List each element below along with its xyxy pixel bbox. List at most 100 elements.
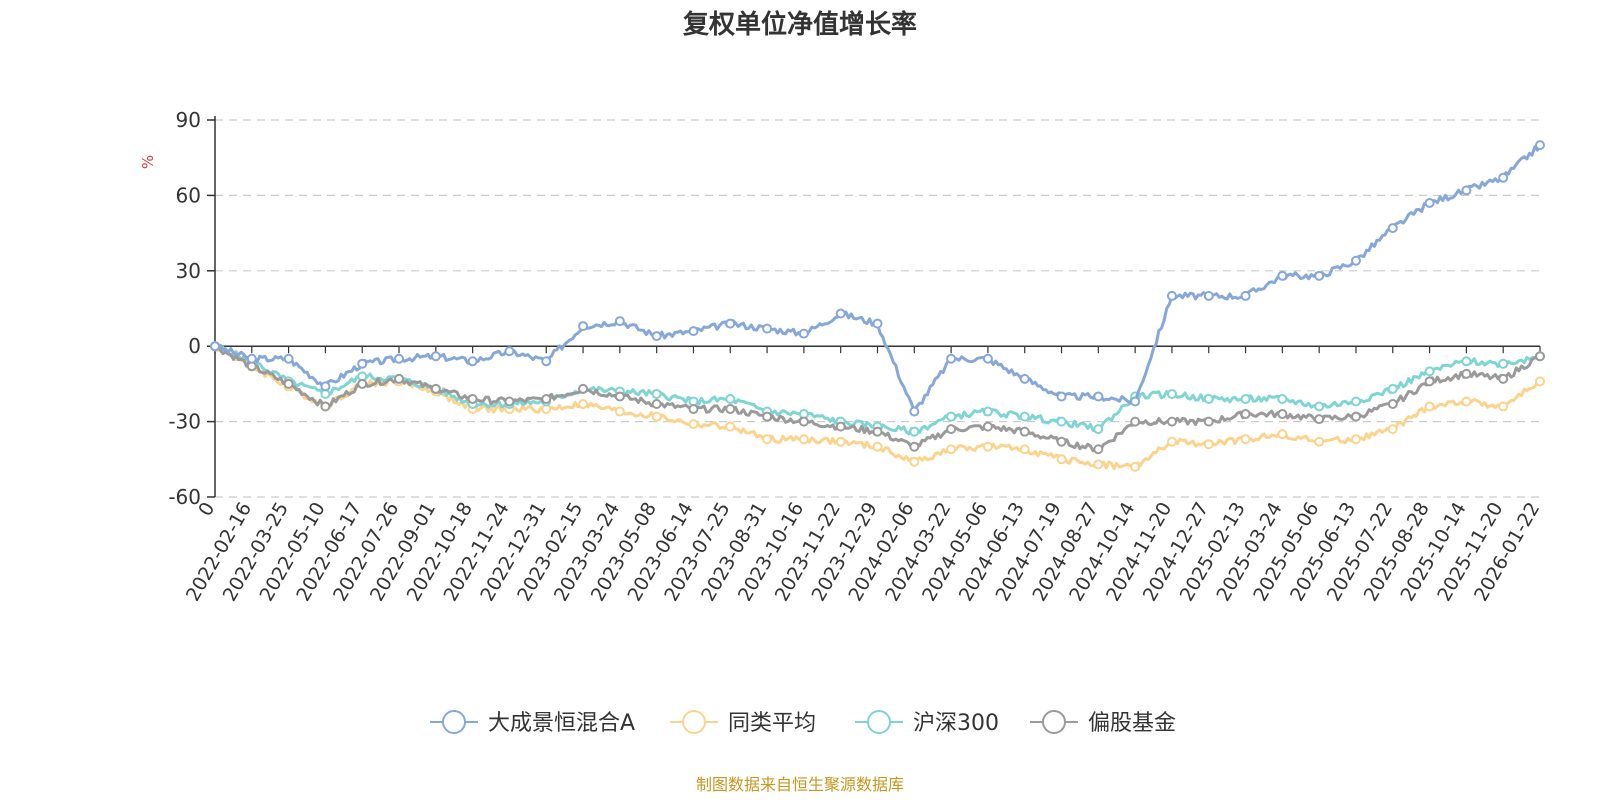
chart-title: 复权单位净值增长率	[683, 9, 917, 40]
data-point	[1350, 434, 1361, 445]
data-point	[430, 383, 441, 394]
data-point	[1093, 424, 1104, 435]
data-point	[430, 351, 441, 362]
data-point	[909, 426, 920, 437]
series-layer	[210, 140, 1545, 472]
data-point	[798, 434, 809, 445]
legend-item-2[interactable]: 沪深300	[855, 710, 999, 736]
data-point	[1277, 393, 1288, 404]
data-point	[1424, 366, 1435, 377]
data-point	[504, 346, 515, 357]
data-point	[394, 353, 405, 364]
y-tick-label: 60	[176, 183, 201, 207]
data-point	[1498, 401, 1509, 412]
legend-label: 偏股基金	[1088, 711, 1176, 736]
data-point	[1424, 197, 1435, 208]
data-point	[725, 404, 736, 415]
data-point	[725, 318, 736, 329]
data-point	[1240, 393, 1251, 404]
data-point	[762, 323, 773, 334]
data-point	[1314, 270, 1325, 281]
data-point	[1203, 393, 1214, 404]
data-point	[651, 388, 662, 399]
data-point	[467, 356, 478, 367]
data-point	[725, 393, 736, 404]
data-point	[946, 411, 957, 422]
data-point	[835, 436, 846, 447]
data-point	[946, 424, 957, 435]
data-point	[1498, 172, 1509, 183]
data-point	[1019, 373, 1030, 384]
legend-item-1[interactable]: 同类平均	[670, 710, 816, 736]
data-point	[1056, 391, 1067, 402]
data-point	[946, 353, 957, 364]
data-point	[1056, 436, 1067, 447]
legend-marker	[867, 710, 891, 734]
data-point	[467, 393, 478, 404]
data-point	[1203, 290, 1214, 301]
data-point	[1203, 416, 1214, 427]
data-point	[1056, 454, 1067, 465]
legend-marker	[1042, 710, 1066, 734]
data-point	[909, 456, 920, 467]
data-point	[1019, 444, 1030, 455]
data-point	[578, 399, 589, 410]
legend: 大成景恒混合A 同类平均 沪深300 偏股基金	[430, 710, 1176, 736]
data-point	[688, 404, 699, 415]
data-point	[1535, 351, 1545, 362]
data-point	[1350, 411, 1361, 422]
data-point	[798, 328, 809, 339]
data-point	[504, 396, 515, 407]
y-axis-unit: %	[139, 155, 157, 169]
data-point	[246, 353, 257, 364]
data-point	[1166, 290, 1177, 301]
legend-marker	[682, 710, 706, 734]
data-point	[982, 406, 993, 417]
data-point	[614, 391, 625, 402]
grid-lines	[215, 119, 1540, 498]
data-point	[1314, 436, 1325, 447]
data-point	[320, 381, 331, 392]
data-point	[651, 399, 662, 410]
data-point	[688, 326, 699, 337]
data-point	[1387, 223, 1398, 234]
y-axis-ticks: 90 60 30 0 -30 -60	[168, 108, 215, 509]
legend-marker	[442, 710, 466, 734]
data-point	[1535, 376, 1545, 387]
data-point	[798, 416, 809, 427]
data-point	[210, 341, 220, 352]
legend-label: 沪深300	[913, 711, 999, 736]
legend-label: 同类平均	[728, 711, 816, 736]
data-point	[614, 406, 625, 417]
series-line	[213, 144, 1542, 413]
data-point	[982, 353, 993, 364]
data-point	[1019, 411, 1030, 422]
legend-label: 大成景恒混合A	[488, 711, 635, 736]
data-point	[1498, 373, 1509, 384]
data-point	[1350, 255, 1361, 266]
data-point	[320, 401, 331, 412]
data-point	[872, 426, 883, 437]
legend-item-3[interactable]: 偏股基金	[1030, 710, 1176, 736]
data-point	[835, 421, 846, 432]
data-point	[1498, 358, 1509, 369]
data-point	[1277, 270, 1288, 281]
data-point	[283, 353, 294, 364]
data-point	[1093, 444, 1104, 455]
y-tick-label: 0	[188, 334, 201, 358]
data-point	[1019, 426, 1030, 437]
data-point	[688, 419, 699, 430]
y-tick-label: 30	[176, 259, 201, 283]
data-point	[578, 321, 589, 332]
data-source-note: 制图数据来自恒生聚源数据库	[696, 775, 904, 794]
series-2	[210, 341, 1545, 437]
legend-item-0[interactable]: 大成景恒混合A	[430, 710, 635, 736]
data-point	[1314, 414, 1325, 425]
data-point	[762, 434, 773, 445]
data-point	[357, 378, 368, 389]
data-point	[1093, 459, 1104, 470]
data-point	[1240, 434, 1251, 445]
data-point	[651, 331, 662, 342]
data-point	[1166, 436, 1177, 447]
